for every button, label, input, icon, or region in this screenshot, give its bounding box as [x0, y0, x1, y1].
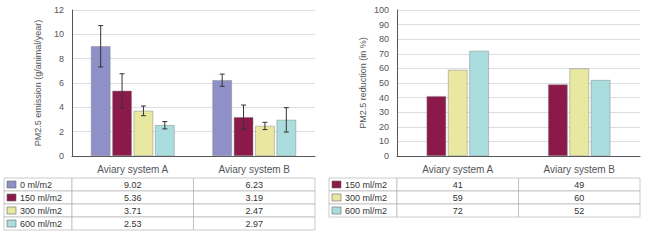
svg-text:41: 41: [453, 180, 463, 190]
svg-text:20: 20: [379, 122, 389, 132]
svg-text:70: 70: [379, 49, 389, 59]
svg-text:2.47: 2.47: [245, 206, 263, 216]
svg-text:600 ml/m2: 600 ml/m2: [20, 219, 62, 229]
svg-text:PM2.5 reduction (in %): PM2.5 reduction (in %): [358, 37, 368, 129]
svg-text:Aviary system B: Aviary system B: [219, 164, 291, 175]
svg-text:60: 60: [574, 193, 584, 203]
svg-text:72: 72: [453, 206, 463, 216]
svg-text:6.23: 6.23: [245, 180, 263, 190]
svg-text:2: 2: [59, 127, 64, 137]
svg-text:10: 10: [54, 29, 64, 39]
svg-text:49: 49: [574, 180, 584, 190]
svg-text:Aviary system A: Aviary system A: [97, 164, 168, 175]
svg-text:600 ml/m2: 600 ml/m2: [345, 206, 387, 216]
svg-text:PM2.5 emission (g/animal/year): PM2.5 emission (g/animal/year): [33, 20, 43, 147]
svg-text:59: 59: [453, 193, 463, 203]
svg-text:Aviary system A: Aviary system A: [422, 164, 493, 175]
svg-text:30: 30: [379, 107, 389, 117]
svg-text:Aviary system B: Aviary system B: [544, 164, 616, 175]
svg-text:60: 60: [379, 63, 389, 73]
svg-text:2.53: 2.53: [124, 219, 142, 229]
svg-text:0 ml/m2: 0 ml/m2: [20, 180, 52, 190]
svg-text:10: 10: [379, 136, 389, 146]
svg-text:4: 4: [59, 102, 64, 112]
svg-text:9.02: 9.02: [124, 180, 142, 190]
svg-text:150 ml/m2: 150 ml/m2: [345, 180, 387, 190]
svg-text:50: 50: [379, 78, 389, 88]
svg-text:80: 80: [379, 34, 389, 44]
svg-text:90: 90: [379, 20, 389, 30]
svg-text:5.36: 5.36: [124, 193, 142, 203]
svg-text:40: 40: [379, 93, 389, 103]
svg-text:0: 0: [59, 151, 64, 161]
svg-text:12: 12: [54, 5, 64, 15]
svg-text:2.97: 2.97: [245, 219, 263, 229]
svg-text:8: 8: [59, 54, 64, 64]
svg-text:3.71: 3.71: [124, 206, 142, 216]
svg-text:3.19: 3.19: [245, 193, 263, 203]
svg-text:300 ml/m2: 300 ml/m2: [20, 206, 62, 216]
svg-text:300 ml/m2: 300 ml/m2: [345, 193, 387, 203]
svg-text:100: 100: [374, 5, 389, 15]
svg-text:6: 6: [59, 78, 64, 88]
svg-text:0: 0: [384, 151, 389, 161]
svg-text:150 ml/m2: 150 ml/m2: [20, 193, 62, 203]
svg-text:52: 52: [574, 206, 584, 216]
